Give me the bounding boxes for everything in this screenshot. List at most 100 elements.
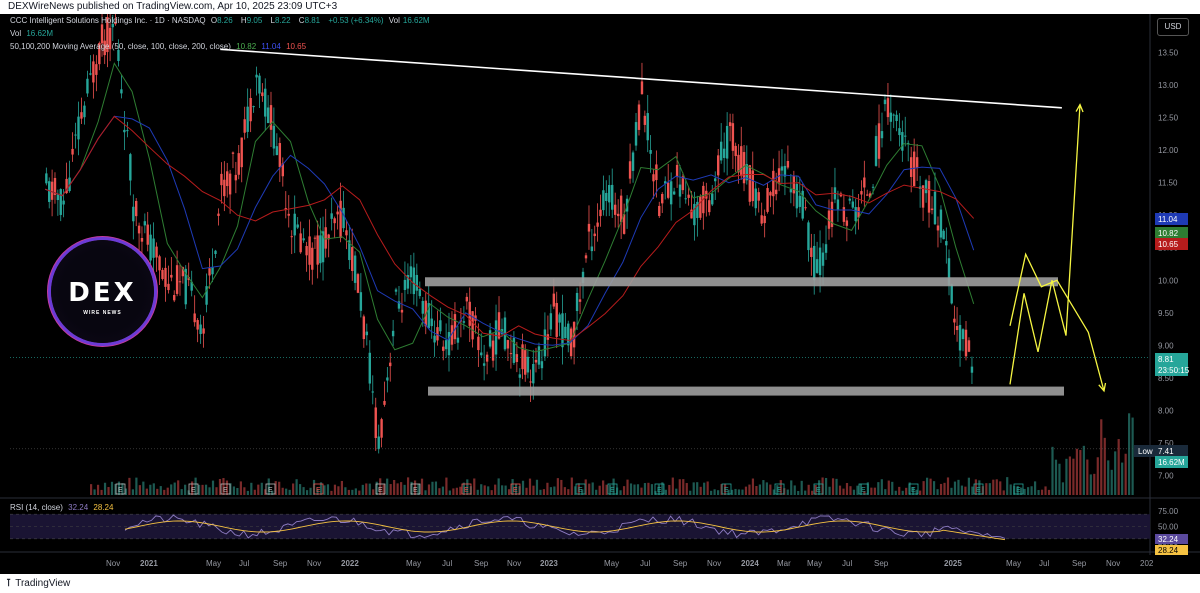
volume-bar (299, 484, 302, 495)
volume-bar (333, 484, 337, 495)
candle-body (534, 359, 538, 363)
candle-body (377, 436, 380, 450)
candle-body (351, 247, 354, 271)
price-axis-tag-label-bg (1134, 445, 1155, 457)
volume-bar (804, 490, 807, 495)
candle-body (866, 194, 869, 196)
volume-bar (734, 488, 737, 495)
candle-body (220, 173, 223, 186)
candle-body (751, 170, 754, 202)
volume-bar (978, 480, 981, 495)
candle-body (921, 185, 925, 208)
candle-body (637, 104, 641, 130)
volume-bar (100, 489, 103, 495)
price-tick-label: 10.00 (1158, 276, 1179, 285)
price-tick-label: 13.50 (1158, 49, 1179, 58)
volume-bar (96, 484, 100, 495)
tradingview-logo[interactable]: ⊺ TradingView (6, 574, 70, 593)
candle-body (380, 419, 383, 438)
volume-bar (239, 481, 242, 495)
candle-body (383, 400, 386, 405)
candle-body (871, 186, 875, 188)
candle-body (883, 99, 887, 105)
earnings-letter: E (413, 487, 418, 494)
ma200-value: 10.65 (286, 42, 307, 51)
candle-body (558, 314, 561, 323)
candle-body (433, 335, 436, 343)
candle-body (643, 115, 647, 125)
time-tick-label: Sep (1072, 559, 1087, 568)
candle-body (53, 178, 57, 195)
rsi-ma-value: 28.24 (93, 503, 114, 512)
candle-body (769, 192, 772, 196)
candle-body (646, 113, 649, 141)
volume-bar (650, 484, 654, 495)
volume-bar (595, 489, 598, 495)
candle-body (368, 352, 371, 384)
volume-bar (926, 477, 929, 495)
currency-button[interactable]: USD (1157, 18, 1189, 36)
volume-bar (184, 484, 187, 495)
earnings-letter: E (118, 487, 123, 494)
earnings-icon (774, 483, 785, 495)
earnings-letter: E (777, 487, 782, 494)
volume-bar (567, 489, 570, 495)
candle-body (264, 88, 267, 117)
volume-bar (466, 479, 469, 495)
candle-body (669, 181, 673, 205)
volume-bar (170, 484, 173, 495)
candle-body (518, 374, 522, 378)
candle-body (757, 192, 760, 201)
earnings-letter: E (816, 487, 821, 494)
bearish-projection-arrowhead (1098, 382, 1107, 393)
volume-bar (563, 487, 566, 495)
volume-bar (1093, 473, 1096, 495)
volume-bar (751, 478, 755, 495)
candle-body (193, 313, 196, 323)
volume-bar (149, 484, 152, 495)
volume-bar (490, 490, 493, 495)
volume-bar (354, 488, 357, 495)
time-tick-label: Nov (707, 559, 721, 568)
candle-body (509, 353, 513, 355)
volume-bar (389, 484, 392, 495)
candle-body (672, 191, 676, 195)
earnings-icon (973, 483, 984, 495)
volume-bar (225, 480, 229, 495)
time-tick-label: Jul (842, 559, 852, 568)
volume-bar (243, 487, 246, 495)
rsi-value-tag-text: 32.24 (1158, 535, 1179, 544)
time-tick-label: Nov (1106, 559, 1120, 568)
candle-body (947, 258, 951, 286)
volume-bar (877, 482, 880, 495)
volume-bar (180, 489, 183, 495)
volume-bar (361, 484, 364, 495)
candle-body (353, 255, 357, 283)
volume-bar (626, 479, 629, 495)
candle-body (117, 49, 120, 61)
volume-bar (929, 478, 932, 495)
volume-bar (974, 479, 977, 495)
volume-bar (302, 487, 305, 495)
volume-bar (215, 487, 218, 495)
volume-bar (159, 486, 162, 495)
volume-bar (943, 482, 946, 495)
volume-bar (434, 481, 438, 495)
volume-bar (570, 477, 573, 495)
candle-body (728, 122, 732, 127)
candle-body (83, 105, 86, 118)
price-axis-tag-label: Low (1138, 447, 1153, 456)
candle-body (196, 320, 199, 330)
earnings-icon (510, 483, 521, 495)
volume-bar (295, 479, 298, 495)
candle-body (815, 259, 819, 273)
candle-body (675, 164, 679, 177)
volume-bar (452, 488, 455, 495)
volume-bar (553, 486, 556, 495)
earnings-icon (908, 483, 919, 495)
candle-body (818, 247, 822, 276)
candle-body (386, 377, 389, 381)
candle-body (760, 215, 763, 224)
volume-bar (382, 484, 385, 495)
